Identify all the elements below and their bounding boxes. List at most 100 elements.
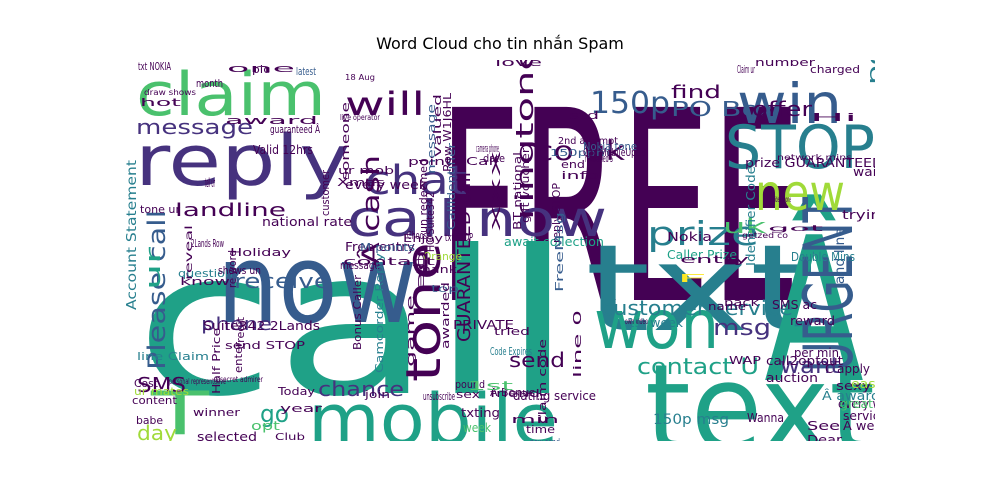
word-nokia-tone: Nokia tone xyxy=(583,140,637,153)
word-reply-stop: reply STOP xyxy=(550,183,563,243)
word-txt-stop: txt STOP xyxy=(445,231,473,244)
word-opt: opt xyxy=(251,419,280,433)
word-ur-mob: ur mob xyxy=(338,164,394,177)
word-tone-ur: tone ur xyxy=(140,203,180,216)
word-getzed-co: getzed co xyxy=(742,231,788,240)
word-txting: txting xyxy=(461,406,500,420)
word-claim-code: claim code xyxy=(536,339,549,424)
word-day: day xyxy=(137,421,177,441)
word-identifier-code: Identifier Code xyxy=(744,166,758,266)
word-join: join xyxy=(364,388,390,401)
word-chat: chat xyxy=(365,158,467,204)
word-2lands-row: 2Lands Row xyxy=(191,237,224,250)
word-own-video: own video xyxy=(625,317,648,326)
word-love: love xyxy=(495,60,542,69)
word-now-send: now send xyxy=(530,436,560,441)
word-free: FREE xyxy=(438,60,801,363)
word-1st: 1st xyxy=(467,379,514,393)
word-reward: reward xyxy=(790,314,835,328)
word-c-apply: C apply xyxy=(825,362,870,376)
word-got: got xyxy=(768,224,823,233)
word-private: PRIVATE xyxy=(453,318,514,332)
word-game: game xyxy=(404,294,417,367)
word-half-price: Half Price xyxy=(210,328,223,394)
word-number: number xyxy=(755,60,816,69)
word-chance: chance xyxy=(318,377,404,401)
word-back: back xyxy=(724,296,760,309)
word-150p: 150p xyxy=(590,86,670,121)
word-year: year xyxy=(280,402,323,415)
word-waiting: waiting xyxy=(853,165,875,179)
word-time: time xyxy=(526,423,555,436)
word-call2optout: call2optout xyxy=(766,354,843,368)
word-tell-ur: tell ur xyxy=(205,176,215,190)
word-guaranteed: guaranteed Â xyxy=(270,123,320,136)
word-valid-12hrs: Valid 12hrs xyxy=(253,143,313,157)
word-text: text xyxy=(645,340,875,441)
word-callidentifier: CallIdentifier xyxy=(445,142,458,230)
word-nokia: Nokia xyxy=(667,230,712,244)
word-selected: selected xyxy=(197,430,257,441)
word-bonus: Â Bonus xyxy=(490,386,535,399)
word-reply: reply xyxy=(135,120,350,202)
word-national-rate: national rate xyxy=(262,215,352,229)
word-150ppm: 150ppm xyxy=(550,148,610,159)
word-question: question xyxy=(178,267,233,280)
word-personal-representative: personal representative xyxy=(169,377,226,386)
word-shows-un: shows un xyxy=(218,264,261,277)
word-ur-mates: ur mates xyxy=(134,385,189,398)
word-poly: poly xyxy=(864,60,875,85)
word-send-stop: send STOP xyxy=(225,339,305,352)
word-camcorder-reply: Camcorder Reply xyxy=(373,252,386,373)
word-trying: trying xyxy=(842,208,875,222)
word-club: Club xyxy=(275,432,305,441)
word-points-call: points Call xyxy=(408,155,498,168)
word-auction: auction xyxy=(766,371,818,385)
word-draw-shows: draw shows xyxy=(144,88,196,97)
word-credit: credit xyxy=(234,316,247,349)
word-claim-ur: Claim ur xyxy=(737,63,755,76)
word-want: want xyxy=(780,354,840,379)
word-min: min xyxy=(511,413,559,426)
word-service: service xyxy=(843,409,875,423)
word-pound: pound xyxy=(455,378,485,391)
word-send: send xyxy=(509,348,565,372)
word-xmas: Xmas xyxy=(337,176,385,189)
word-message: message xyxy=(340,259,380,272)
word-a: Â xyxy=(764,195,864,428)
word-un-redeemed: un redeemed xyxy=(417,159,430,233)
word-cost: Cost xyxy=(134,377,159,390)
word-reveal: reveal xyxy=(184,225,195,280)
word-free-entry: Free entry xyxy=(345,240,415,254)
word-every-wk: every wk xyxy=(838,397,875,411)
word-friend: friend xyxy=(490,387,540,400)
word-pic: pic xyxy=(252,63,270,76)
word-name: name xyxy=(708,300,746,313)
word-1st-week: 1st week xyxy=(627,316,683,330)
word-month: month xyxy=(196,77,223,90)
word-gift-voucher: gift voucher xyxy=(519,147,532,223)
word-won: won xyxy=(594,286,719,365)
word-unsubscribe: unsubscribe xyxy=(423,390,455,403)
word-redeemed-s: redeemed S xyxy=(585,152,613,165)
word-phone: phone xyxy=(201,314,272,335)
word-top: top xyxy=(431,284,459,295)
word-entry: entry xyxy=(680,253,750,266)
word-m-points: M points xyxy=(360,241,415,254)
word-contact: contact xyxy=(343,255,437,268)
word-stop: STOP xyxy=(725,113,875,183)
word-std: std xyxy=(569,109,599,122)
word-wanna: Wanna xyxy=(747,411,784,425)
chart-title: Word Cloud cho tin nhắn Spam xyxy=(376,34,624,53)
word-secret-admirer: secret admirer xyxy=(220,375,264,384)
word-call: call xyxy=(135,208,573,441)
word-valued: valued xyxy=(431,94,444,157)
word-charged: charged xyxy=(810,63,860,76)
word-contact-u: contact U xyxy=(637,355,759,380)
word-ur: ur xyxy=(141,245,165,290)
word-enjoy: Enjoy xyxy=(403,232,444,245)
word-dating-service: dating service xyxy=(513,389,596,403)
word-line-0: line 0 xyxy=(571,310,584,378)
word-xxx: XXX xyxy=(490,148,503,232)
word-bonus-caller: Bonus Caller xyxy=(351,274,364,350)
